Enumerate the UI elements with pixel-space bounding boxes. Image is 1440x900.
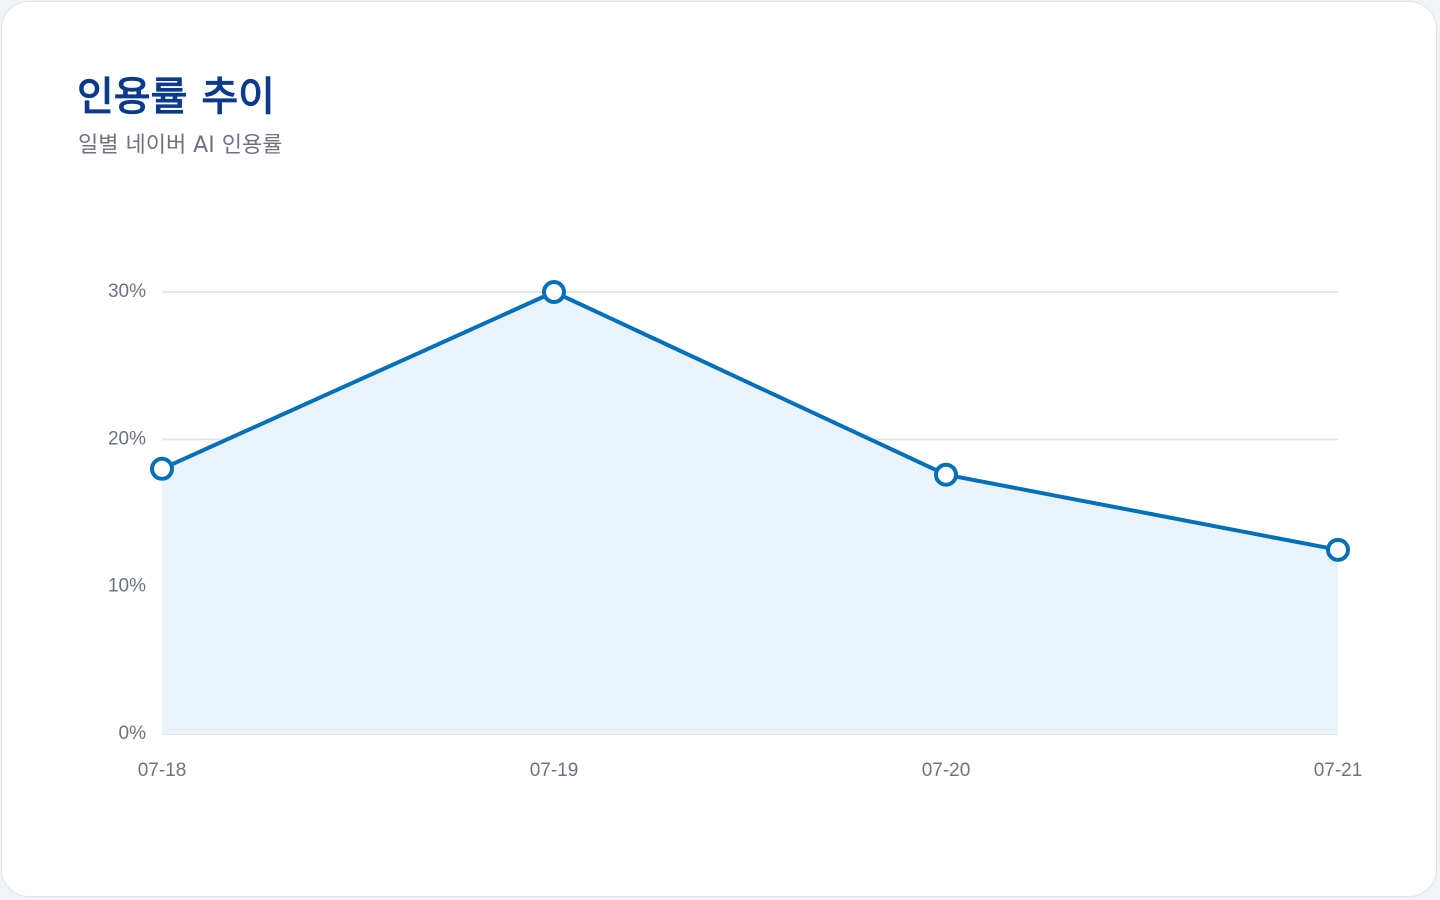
x-tick-label: 07-18 (138, 760, 187, 781)
y-tick-label: 0% (119, 723, 147, 744)
y-tick-label: 30% (108, 281, 146, 302)
x-tick-label: 07-20 (922, 760, 971, 781)
x-tick-label: 07-21 (1314, 760, 1363, 781)
point (1326, 537, 1350, 562)
y-tick-label: 20% (108, 428, 146, 449)
chart-subtitle: 일별 네이버 AI 인용률 (78, 133, 283, 158)
y-tick-label: 10% (108, 576, 146, 597)
point (542, 280, 566, 304)
x-tick-label: 07-19 (530, 760, 579, 781)
point (150, 456, 174, 481)
area (162, 292, 1338, 734)
point (934, 462, 958, 487)
chart-title: 인용률 추이 (77, 74, 275, 120)
line (161, 290, 1339, 552)
